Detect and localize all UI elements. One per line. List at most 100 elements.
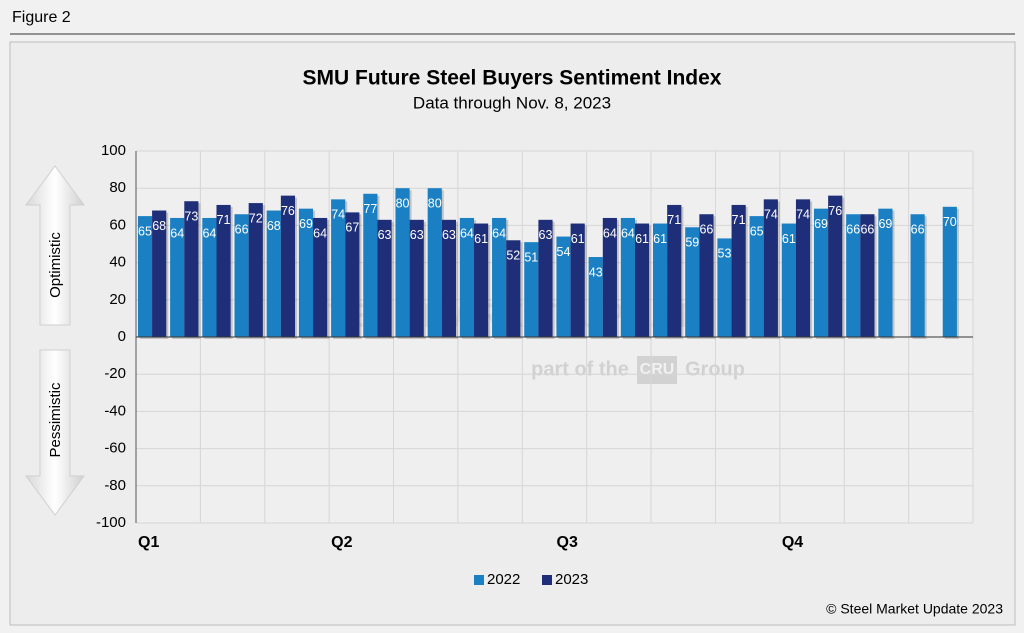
y-tick-label: -20 xyxy=(104,365,126,382)
data-label: 64 xyxy=(202,226,216,240)
data-label: 53 xyxy=(718,247,732,261)
x-tick-label: Q1 xyxy=(138,534,159,551)
data-label: 67 xyxy=(345,221,359,235)
bar xyxy=(828,195,843,337)
bar xyxy=(846,214,861,337)
data-label: 66 xyxy=(860,223,874,237)
data-label: 43 xyxy=(589,265,603,279)
bar xyxy=(345,212,360,337)
data-label: 66 xyxy=(235,223,249,237)
bar xyxy=(653,223,668,337)
figure-label: Figure 2 xyxy=(12,9,71,26)
bar xyxy=(216,204,231,337)
optimistic-label: Optimistic xyxy=(47,232,64,298)
bar xyxy=(395,188,410,337)
data-label: 72 xyxy=(249,211,263,225)
data-label: 64 xyxy=(460,226,474,240)
data-label: 71 xyxy=(217,213,231,227)
data-label: 74 xyxy=(331,208,345,222)
bar xyxy=(492,217,507,337)
data-label: 63 xyxy=(378,228,392,242)
bar xyxy=(506,240,521,337)
bar xyxy=(298,208,314,337)
data-label: 52 xyxy=(506,249,520,263)
bar xyxy=(137,216,153,337)
data-label: 59 xyxy=(685,236,699,250)
y-tick-label: -60 xyxy=(104,440,126,457)
bar xyxy=(170,217,185,337)
bar xyxy=(749,216,764,337)
data-label: 68 xyxy=(152,219,166,233)
data-label: 76 xyxy=(828,204,842,218)
bar xyxy=(184,201,199,337)
bar xyxy=(556,236,571,337)
watermark-box xyxy=(637,356,677,384)
data-label: 68 xyxy=(267,219,281,233)
bar xyxy=(441,219,456,337)
legend-label: 2023 xyxy=(555,571,588,588)
bar xyxy=(202,217,217,337)
y-tick-label: 0 xyxy=(118,328,126,345)
bar xyxy=(459,217,475,337)
data-label: 63 xyxy=(539,228,553,242)
bar xyxy=(910,214,925,337)
data-label: 80 xyxy=(396,196,410,210)
bar xyxy=(363,193,378,337)
bar xyxy=(538,219,553,337)
bar xyxy=(667,204,682,337)
bar xyxy=(331,199,346,337)
y-tick-label: 60 xyxy=(109,216,126,233)
y-tick-label: 40 xyxy=(109,254,126,271)
bar xyxy=(699,214,714,337)
bar xyxy=(570,223,585,337)
data-label: 61 xyxy=(571,232,585,246)
y-tick-label: -100 xyxy=(96,514,126,531)
data-label: 64 xyxy=(170,226,184,240)
bar xyxy=(731,204,746,337)
data-label: 61 xyxy=(635,232,649,246)
bar xyxy=(427,188,442,337)
data-label: 77 xyxy=(363,202,377,216)
bar xyxy=(781,223,796,337)
bar xyxy=(248,203,263,337)
data-label: 64 xyxy=(313,226,327,240)
data-label: 74 xyxy=(764,208,778,222)
data-label: 69 xyxy=(299,217,313,231)
data-label: 69 xyxy=(878,217,892,231)
bar xyxy=(234,214,249,337)
bar xyxy=(377,219,392,337)
data-label: 73 xyxy=(184,210,198,224)
bar xyxy=(878,208,893,337)
y-tick-label: -40 xyxy=(104,402,126,419)
data-label: 61 xyxy=(653,232,667,246)
x-tick-label: Q4 xyxy=(782,534,803,551)
bar xyxy=(280,195,296,337)
data-label: 66 xyxy=(911,223,925,237)
bar xyxy=(860,214,875,337)
bar xyxy=(620,217,635,337)
data-label: 70 xyxy=(943,215,957,229)
bar xyxy=(795,199,811,337)
chart-title: SMU Future Steel Buyers Sentiment Index xyxy=(303,67,722,90)
y-tick-label: 100 xyxy=(101,142,126,159)
x-tick-label: Q2 xyxy=(331,534,352,551)
up-arrow xyxy=(25,165,85,326)
data-label: 51 xyxy=(524,250,538,264)
y-tick-label: 80 xyxy=(109,179,126,196)
data-label: 64 xyxy=(603,226,617,240)
bar xyxy=(685,227,700,337)
bar xyxy=(524,242,539,337)
bar xyxy=(152,210,167,337)
x-tick-label: Q3 xyxy=(557,534,578,551)
data-label: 61 xyxy=(782,232,796,246)
bar xyxy=(474,223,489,337)
pessimistic-label: Pessimistic xyxy=(47,382,64,458)
data-label: 74 xyxy=(796,208,810,222)
data-label: 65 xyxy=(138,224,152,238)
bar xyxy=(717,238,732,337)
data-label: 64 xyxy=(621,226,635,240)
data-label: 71 xyxy=(732,213,746,227)
bar xyxy=(942,206,957,337)
y-tick-label: -80 xyxy=(104,477,126,494)
